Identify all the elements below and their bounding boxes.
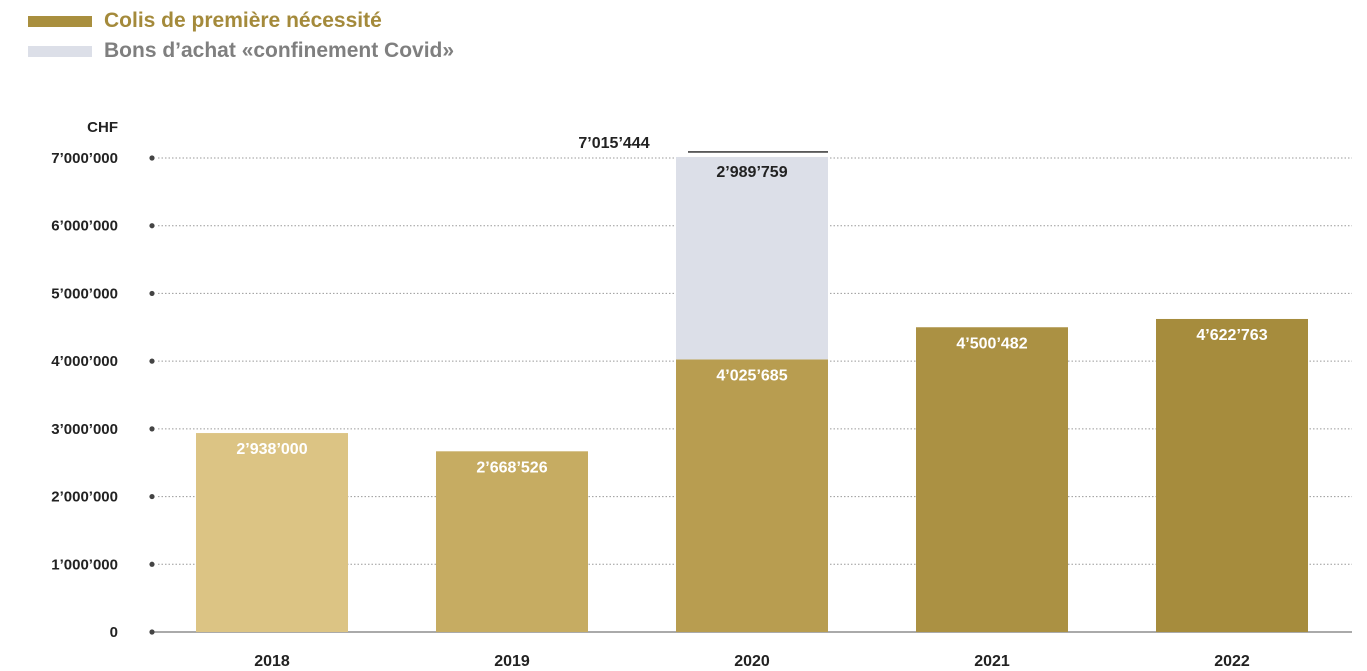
legend-swatch-bons bbox=[28, 45, 92, 57]
y-tick-dot bbox=[149, 290, 155, 297]
legend-item-colis: Colis de première nécessité bbox=[28, 6, 454, 36]
y-tick-dot bbox=[149, 493, 155, 500]
legend-swatch-colis bbox=[28, 15, 92, 27]
data-labels: 2’938’000 2’668’526 4’025’685 2’989’759 4’50… bbox=[236, 135, 1267, 476]
y-axis-ticks: 0 1’000’000 2’000’000 3’000’000 4’000’000 5’0… bbox=[51, 150, 155, 641]
legend-label-bons: Bons d’achat «confinement Covid» bbox=[104, 39, 455, 62]
y-tick-label: 3’000’000 bbox=[51, 421, 118, 438]
y-tick-label: 1’000’000 bbox=[51, 556, 118, 573]
x-tick-label: 2020 bbox=[734, 653, 770, 670]
bar-colis bbox=[196, 433, 348, 632]
bar-bons bbox=[676, 156, 828, 360]
y-tick-dot bbox=[149, 358, 155, 364]
legend-item-bons: Bons d’achat «confinement Covid» bbox=[28, 36, 454, 66]
x-tick-label: 2019 bbox=[494, 653, 530, 670]
legend: Colis de première nécessité Bons d’achat… bbox=[28, 6, 454, 66]
total-label: 7’015’444 bbox=[578, 135, 649, 152]
y-tick-dot bbox=[149, 426, 155, 432]
y-tick-label: 2’000’000 bbox=[51, 489, 118, 506]
bars bbox=[196, 156, 1308, 632]
bar-colis bbox=[916, 327, 1068, 632]
data-label-bons: 2’989’759 bbox=[716, 164, 787, 181]
data-label-colis: 2’668’526 bbox=[476, 459, 547, 476]
data-label-colis: 4’622’763 bbox=[1196, 327, 1267, 344]
y-tick-label: 7’000’000 bbox=[51, 150, 118, 167]
y-tick-label: 5’000’000 bbox=[51, 285, 118, 302]
y-tick-label: 4’000’000 bbox=[51, 353, 118, 370]
y-tick-dot bbox=[149, 561, 155, 567]
x-axis-labels: 2018 2019 2020 2021 2022 bbox=[254, 653, 1250, 670]
y-tick-dot bbox=[149, 223, 155, 229]
data-label-colis: 4’025’685 bbox=[716, 367, 787, 384]
data-label-colis: 2’938’000 bbox=[236, 441, 307, 458]
legend-label-colis: Colis de première nécessité bbox=[104, 9, 382, 32]
y-tick-dot bbox=[149, 155, 155, 161]
x-tick-label: 2018 bbox=[254, 653, 290, 670]
y-tick-dot bbox=[149, 629, 155, 635]
y-axis-unit-label: CHF bbox=[87, 119, 118, 136]
data-label-colis: 4’500’482 bbox=[956, 335, 1027, 352]
x-tick-label: 2021 bbox=[974, 653, 1010, 670]
bar-colis bbox=[436, 451, 588, 632]
y-tick-label: 0 bbox=[110, 624, 118, 641]
x-tick-label: 2022 bbox=[1214, 653, 1250, 670]
y-tick-label: 6’000’000 bbox=[51, 218, 118, 235]
bar-colis bbox=[676, 359, 828, 632]
bar-colis bbox=[1156, 318, 1308, 632]
